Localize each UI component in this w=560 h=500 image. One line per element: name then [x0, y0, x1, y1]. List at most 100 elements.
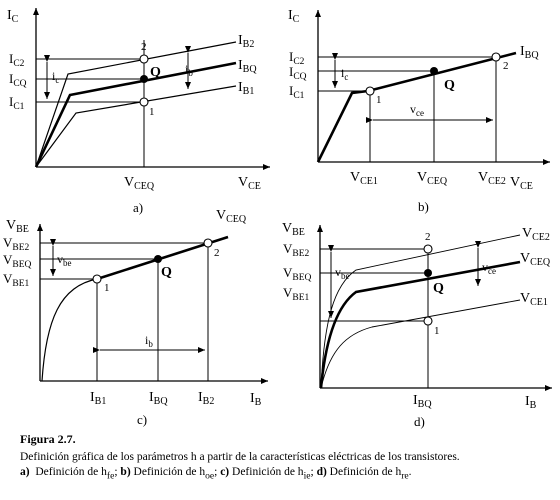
c-y-axis-label: VBE — [6, 218, 29, 235]
d-point-q — [424, 269, 432, 277]
a-y-tick-ic2: IC2 — [9, 51, 25, 69]
b-curve-ibq — [316, 51, 517, 163]
d-panel-label: d) — [414, 414, 425, 429]
d-x-tick-ibq: IBQ — [413, 393, 432, 410]
d-curve-label-vce1: VCE1 — [520, 291, 548, 308]
a-y-axis-label: IC — [7, 8, 19, 25]
b-panel-label: b) — [418, 199, 429, 214]
caption-c-sub: ie — [303, 470, 311, 482]
caption-a-label: a) — [20, 466, 30, 478]
caption-b-sub: oe — [205, 470, 215, 482]
c-y-tick-vbe1: VBE1 — [3, 271, 30, 289]
c-panel-label: c) — [137, 412, 147, 427]
a-point-1-label: 1 — [149, 106, 155, 118]
a-panel-label: a) — [133, 200, 143, 215]
caption-b-label: b) — [120, 466, 131, 478]
c-ib-delta-label: ib — [145, 333, 153, 349]
b-y-axis-label: IC — [288, 8, 300, 25]
c-curve-lower — [41, 278, 98, 382]
a-point-q — [140, 75, 148, 83]
panel-a: IC VCE VCEQ IC2 ICQ IC1 IB2 IBQ IB1 2 1 … — [7, 8, 270, 215]
a-x-tick-vceq: VCEQ — [124, 175, 155, 192]
b-point-1-label: 1 — [376, 94, 382, 106]
c-point-2 — [203, 238, 213, 248]
d-curve-label-vceq: VCEQ — [520, 251, 551, 268]
b-y-tick-icq: ICQ — [289, 64, 307, 82]
b-y-tick-ic1: IC1 — [289, 83, 305, 101]
a-point-2 — [139, 54, 149, 64]
caption-d-sub: re — [401, 470, 409, 482]
a-curve-ib1 — [35, 85, 237, 168]
c-vbe-delta-label: vbe — [57, 252, 72, 268]
c-point-1-label: 1 — [104, 282, 110, 294]
caption-c-label: c) — [220, 466, 230, 478]
c-curve-label-vceq: VCEQ — [216, 208, 247, 225]
c-point-q-label: Q — [161, 265, 172, 280]
c-point-2-label: 2 — [214, 247, 220, 259]
caption-description: Definición gráfica de los parámetros h a… — [20, 451, 460, 463]
a-y-tick-ic1: IC1 — [9, 94, 25, 112]
caption-d-label: d) — [316, 466, 327, 478]
caption-a-sub: fe — [106, 470, 115, 482]
d-point-1 — [423, 316, 433, 326]
b-x-axis-label: VCE — [510, 175, 533, 192]
d-point-2 — [423, 244, 433, 254]
d-y-tick-vbeq: VBEQ — [283, 265, 312, 283]
a-x-axis-label: VCE — [238, 175, 261, 192]
b-y-tick-ic2: IC2 — [289, 49, 305, 67]
b-x-tick-vce1: VCE1 — [350, 170, 378, 187]
d-point-1-label: 1 — [434, 325, 440, 337]
c-y-tick-vbe2: VBE2 — [3, 235, 30, 253]
b-point-q-label: Q — [444, 78, 455, 93]
c-x-tick-ib1: IB1 — [90, 390, 106, 407]
d-curve-vce1 — [320, 299, 521, 389]
d-point-q-label: Q — [433, 281, 444, 296]
panel-b: IC VCE VCE1 VCEQ VCE2 IC2 ICQ IC1 IBQ 1 … — [288, 8, 550, 214]
d-y-axis-label: VBE — [282, 221, 305, 238]
a-y-tick-icq: ICQ — [9, 71, 27, 89]
b-point-2-label: 2 — [503, 60, 509, 72]
a-ib-delta-label: ib — [185, 62, 193, 78]
b-x-tick-vce2: VCE2 — [478, 170, 506, 187]
d-x-axis-label: IB — [525, 394, 537, 411]
c-point-q — [154, 255, 162, 263]
a-point-q-label: Q — [150, 65, 161, 80]
caption-definitions: a) Definición de hfe; b) Definición de h… — [20, 466, 412, 482]
a-ic-delta-label: ic — [52, 69, 59, 85]
c-point-1 — [92, 274, 102, 284]
a-curve-label-ib1: IB1 — [238, 80, 254, 97]
b-point-2 — [491, 52, 501, 62]
c-x-axis-label: IB — [250, 391, 262, 408]
c-x-tick-ibq: IBQ — [149, 390, 168, 407]
b-x-tick-vceq: VCEQ — [417, 170, 448, 187]
c-x-tick-ib2: IB2 — [198, 390, 214, 407]
b-ic-delta-label: ic — [341, 66, 348, 82]
d-vce-delta-label: vce — [482, 260, 496, 276]
b-point-1 — [365, 86, 375, 96]
d-point-2-label: 2 — [425, 231, 431, 243]
d-y-tick-vbe1: VBE1 — [283, 285, 310, 303]
d-curve-vce2 — [320, 234, 521, 389]
c-y-tick-vbeq: VBEQ — [3, 252, 32, 270]
a-curve-ibq — [34, 61, 237, 168]
b-point-q — [430, 67, 438, 75]
caption-d-text: Definición de h — [329, 466, 402, 478]
b-vce-delta-label: vce — [410, 102, 424, 118]
a-point-1 — [139, 97, 149, 107]
caption-title: Figura 2.7. — [20, 432, 76, 446]
a-curve-label-ib2: IB2 — [238, 33, 254, 50]
figure-caption: Figura 2.7. Definición gráfica de los pa… — [20, 432, 560, 483]
a-point-2-label: 2 — [141, 41, 147, 53]
a-curve-label-ibq: IBQ — [238, 58, 257, 75]
caption-b-text: Definición de h — [133, 466, 206, 478]
caption-c-text: Definición de h — [232, 466, 304, 478]
d-vbe-delta-label: vbe — [335, 265, 350, 281]
d-y-tick-vbe2: VBE2 — [283, 241, 310, 259]
d-curve-label-vce2: VCE2 — [522, 226, 550, 243]
panel-d: VBE IB IBQ VBE2 VBEQ VBE1 VCE2 VCEQ VCE1… — [282, 221, 552, 429]
b-curve-label-ibq: IBQ — [520, 44, 539, 61]
panel-c: VBE IB VCEQ VBE2 VBEQ VBE1 IB1 IBQ IB2 1… — [3, 208, 268, 427]
caption-a-text: Definición de h — [35, 466, 107, 478]
d-curve-vceq — [319, 260, 521, 389]
